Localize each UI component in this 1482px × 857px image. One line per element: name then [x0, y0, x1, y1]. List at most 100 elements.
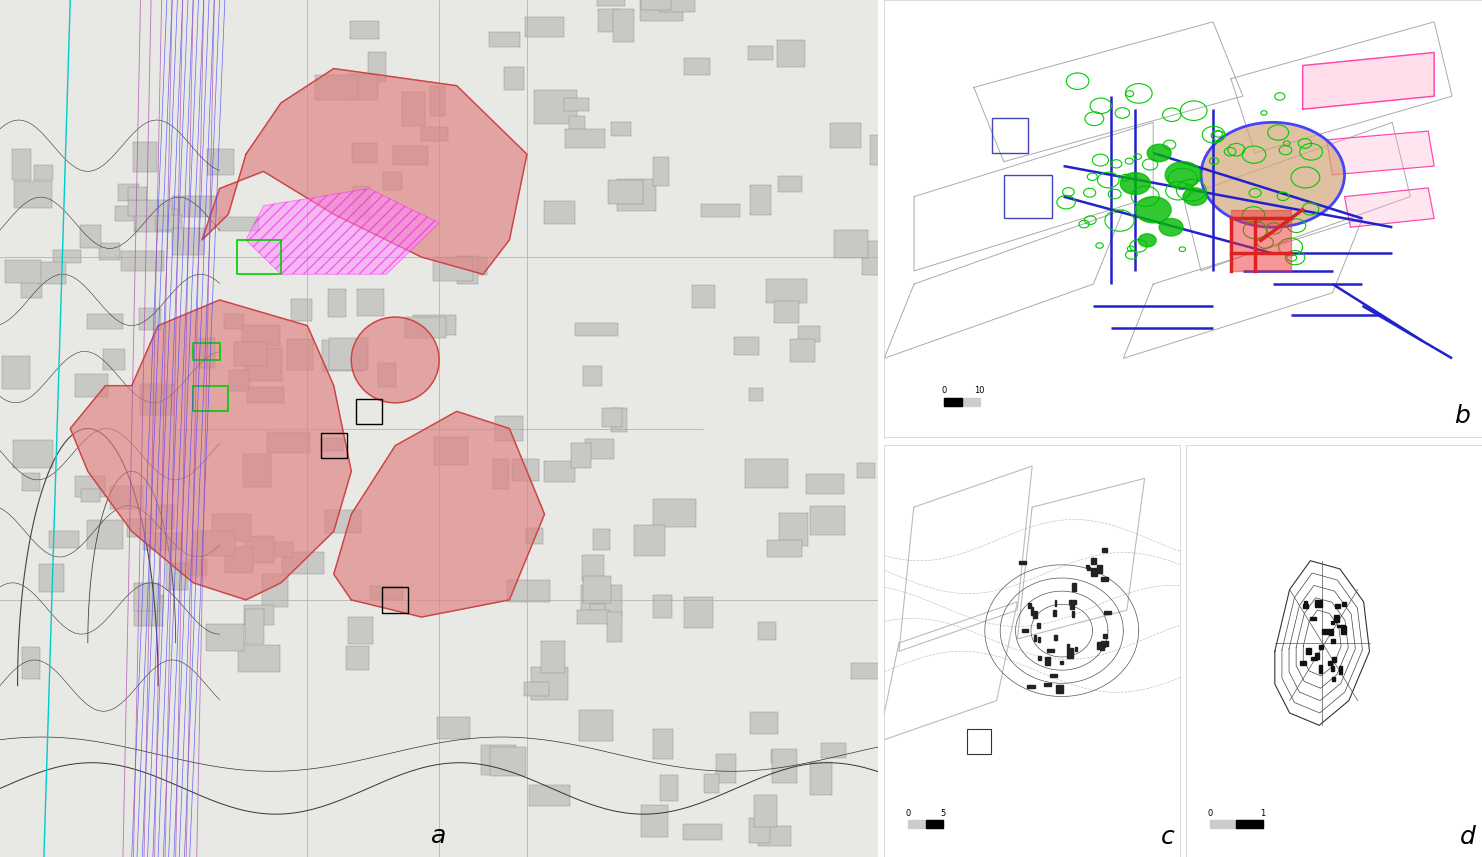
- Text: d: d: [1460, 824, 1476, 848]
- Bar: [1070, 602, 1074, 608]
- Bar: [1337, 625, 1344, 627]
- Polygon shape: [70, 300, 351, 600]
- Bar: [1055, 601, 1057, 606]
- Polygon shape: [333, 411, 544, 617]
- Bar: [1039, 637, 1040, 643]
- Bar: [1086, 567, 1091, 570]
- Bar: [1054, 635, 1057, 640]
- Text: 1: 1: [1260, 809, 1266, 818]
- Bar: [1328, 661, 1332, 665]
- Bar: [1329, 629, 1332, 635]
- Polygon shape: [246, 189, 439, 274]
- Bar: [1100, 646, 1104, 650]
- Bar: [1071, 583, 1076, 590]
- Bar: [1331, 656, 1337, 662]
- Circle shape: [1200, 123, 1344, 227]
- Bar: [1067, 644, 1069, 649]
- Bar: [1332, 677, 1335, 680]
- Circle shape: [1147, 144, 1171, 162]
- Bar: [1045, 657, 1051, 665]
- Text: c: c: [1160, 824, 1174, 848]
- Bar: [1018, 561, 1026, 564]
- Bar: [944, 398, 962, 406]
- Bar: [1103, 634, 1107, 638]
- Bar: [1091, 558, 1097, 564]
- Bar: [1310, 657, 1316, 660]
- Bar: [1316, 653, 1319, 659]
- Bar: [1057, 686, 1063, 693]
- Bar: [1021, 629, 1029, 632]
- Bar: [1091, 568, 1097, 576]
- Circle shape: [1120, 172, 1150, 195]
- Bar: [1232, 210, 1291, 271]
- Bar: [1310, 617, 1316, 620]
- Bar: [1098, 642, 1101, 649]
- Bar: [968, 729, 991, 754]
- Bar: [1103, 548, 1107, 552]
- Bar: [908, 820, 944, 828]
- Bar: [1209, 820, 1263, 828]
- Bar: [991, 118, 1027, 153]
- Bar: [1037, 623, 1040, 627]
- Bar: [1067, 648, 1073, 653]
- Bar: [1334, 614, 1340, 622]
- Circle shape: [1165, 162, 1200, 188]
- Bar: [1306, 648, 1312, 654]
- Bar: [1101, 641, 1107, 645]
- Bar: [944, 398, 980, 406]
- Circle shape: [1135, 196, 1171, 223]
- Bar: [1104, 611, 1110, 614]
- Circle shape: [1159, 219, 1183, 236]
- Bar: [1027, 685, 1034, 688]
- Bar: [1048, 650, 1054, 651]
- Bar: [1331, 621, 1334, 624]
- Bar: [1335, 604, 1340, 608]
- Polygon shape: [1344, 188, 1435, 227]
- Bar: [926, 820, 944, 828]
- Bar: [1303, 604, 1309, 608]
- Bar: [1300, 661, 1306, 665]
- Bar: [1322, 629, 1329, 634]
- Polygon shape: [202, 69, 528, 274]
- Bar: [1033, 611, 1037, 618]
- Bar: [1049, 674, 1057, 677]
- Polygon shape: [1303, 52, 1435, 109]
- Bar: [1315, 653, 1319, 656]
- Bar: [1069, 600, 1076, 604]
- Bar: [1098, 565, 1101, 572]
- Bar: [1039, 656, 1040, 661]
- Bar: [1067, 650, 1073, 658]
- Bar: [1029, 602, 1031, 608]
- Text: 0: 0: [941, 387, 947, 395]
- Bar: [356, 399, 382, 424]
- Bar: [1031, 607, 1033, 614]
- Circle shape: [1138, 234, 1156, 247]
- Text: a: a: [431, 824, 448, 848]
- Bar: [1034, 634, 1036, 642]
- Circle shape: [1183, 188, 1206, 206]
- Text: 0: 0: [906, 809, 910, 818]
- Bar: [1101, 577, 1107, 581]
- Polygon shape: [1326, 131, 1435, 175]
- Circle shape: [351, 317, 439, 403]
- Bar: [1331, 639, 1335, 643]
- Bar: [1086, 565, 1089, 568]
- Bar: [1236, 820, 1263, 828]
- Bar: [320, 433, 347, 458]
- Bar: [1071, 611, 1074, 617]
- Bar: [382, 587, 409, 613]
- Text: 0: 0: [1208, 809, 1212, 818]
- Text: 10: 10: [975, 387, 986, 395]
- Text: b: b: [1454, 405, 1470, 428]
- Bar: [1341, 626, 1346, 634]
- Bar: [1340, 666, 1343, 674]
- Bar: [1319, 644, 1323, 649]
- Bar: [1331, 666, 1334, 671]
- Bar: [1074, 647, 1077, 651]
- Bar: [1003, 175, 1052, 219]
- Bar: [1304, 602, 1307, 604]
- Bar: [1343, 602, 1346, 606]
- Bar: [1060, 661, 1063, 664]
- Bar: [1098, 644, 1106, 647]
- Text: 5: 5: [941, 809, 946, 818]
